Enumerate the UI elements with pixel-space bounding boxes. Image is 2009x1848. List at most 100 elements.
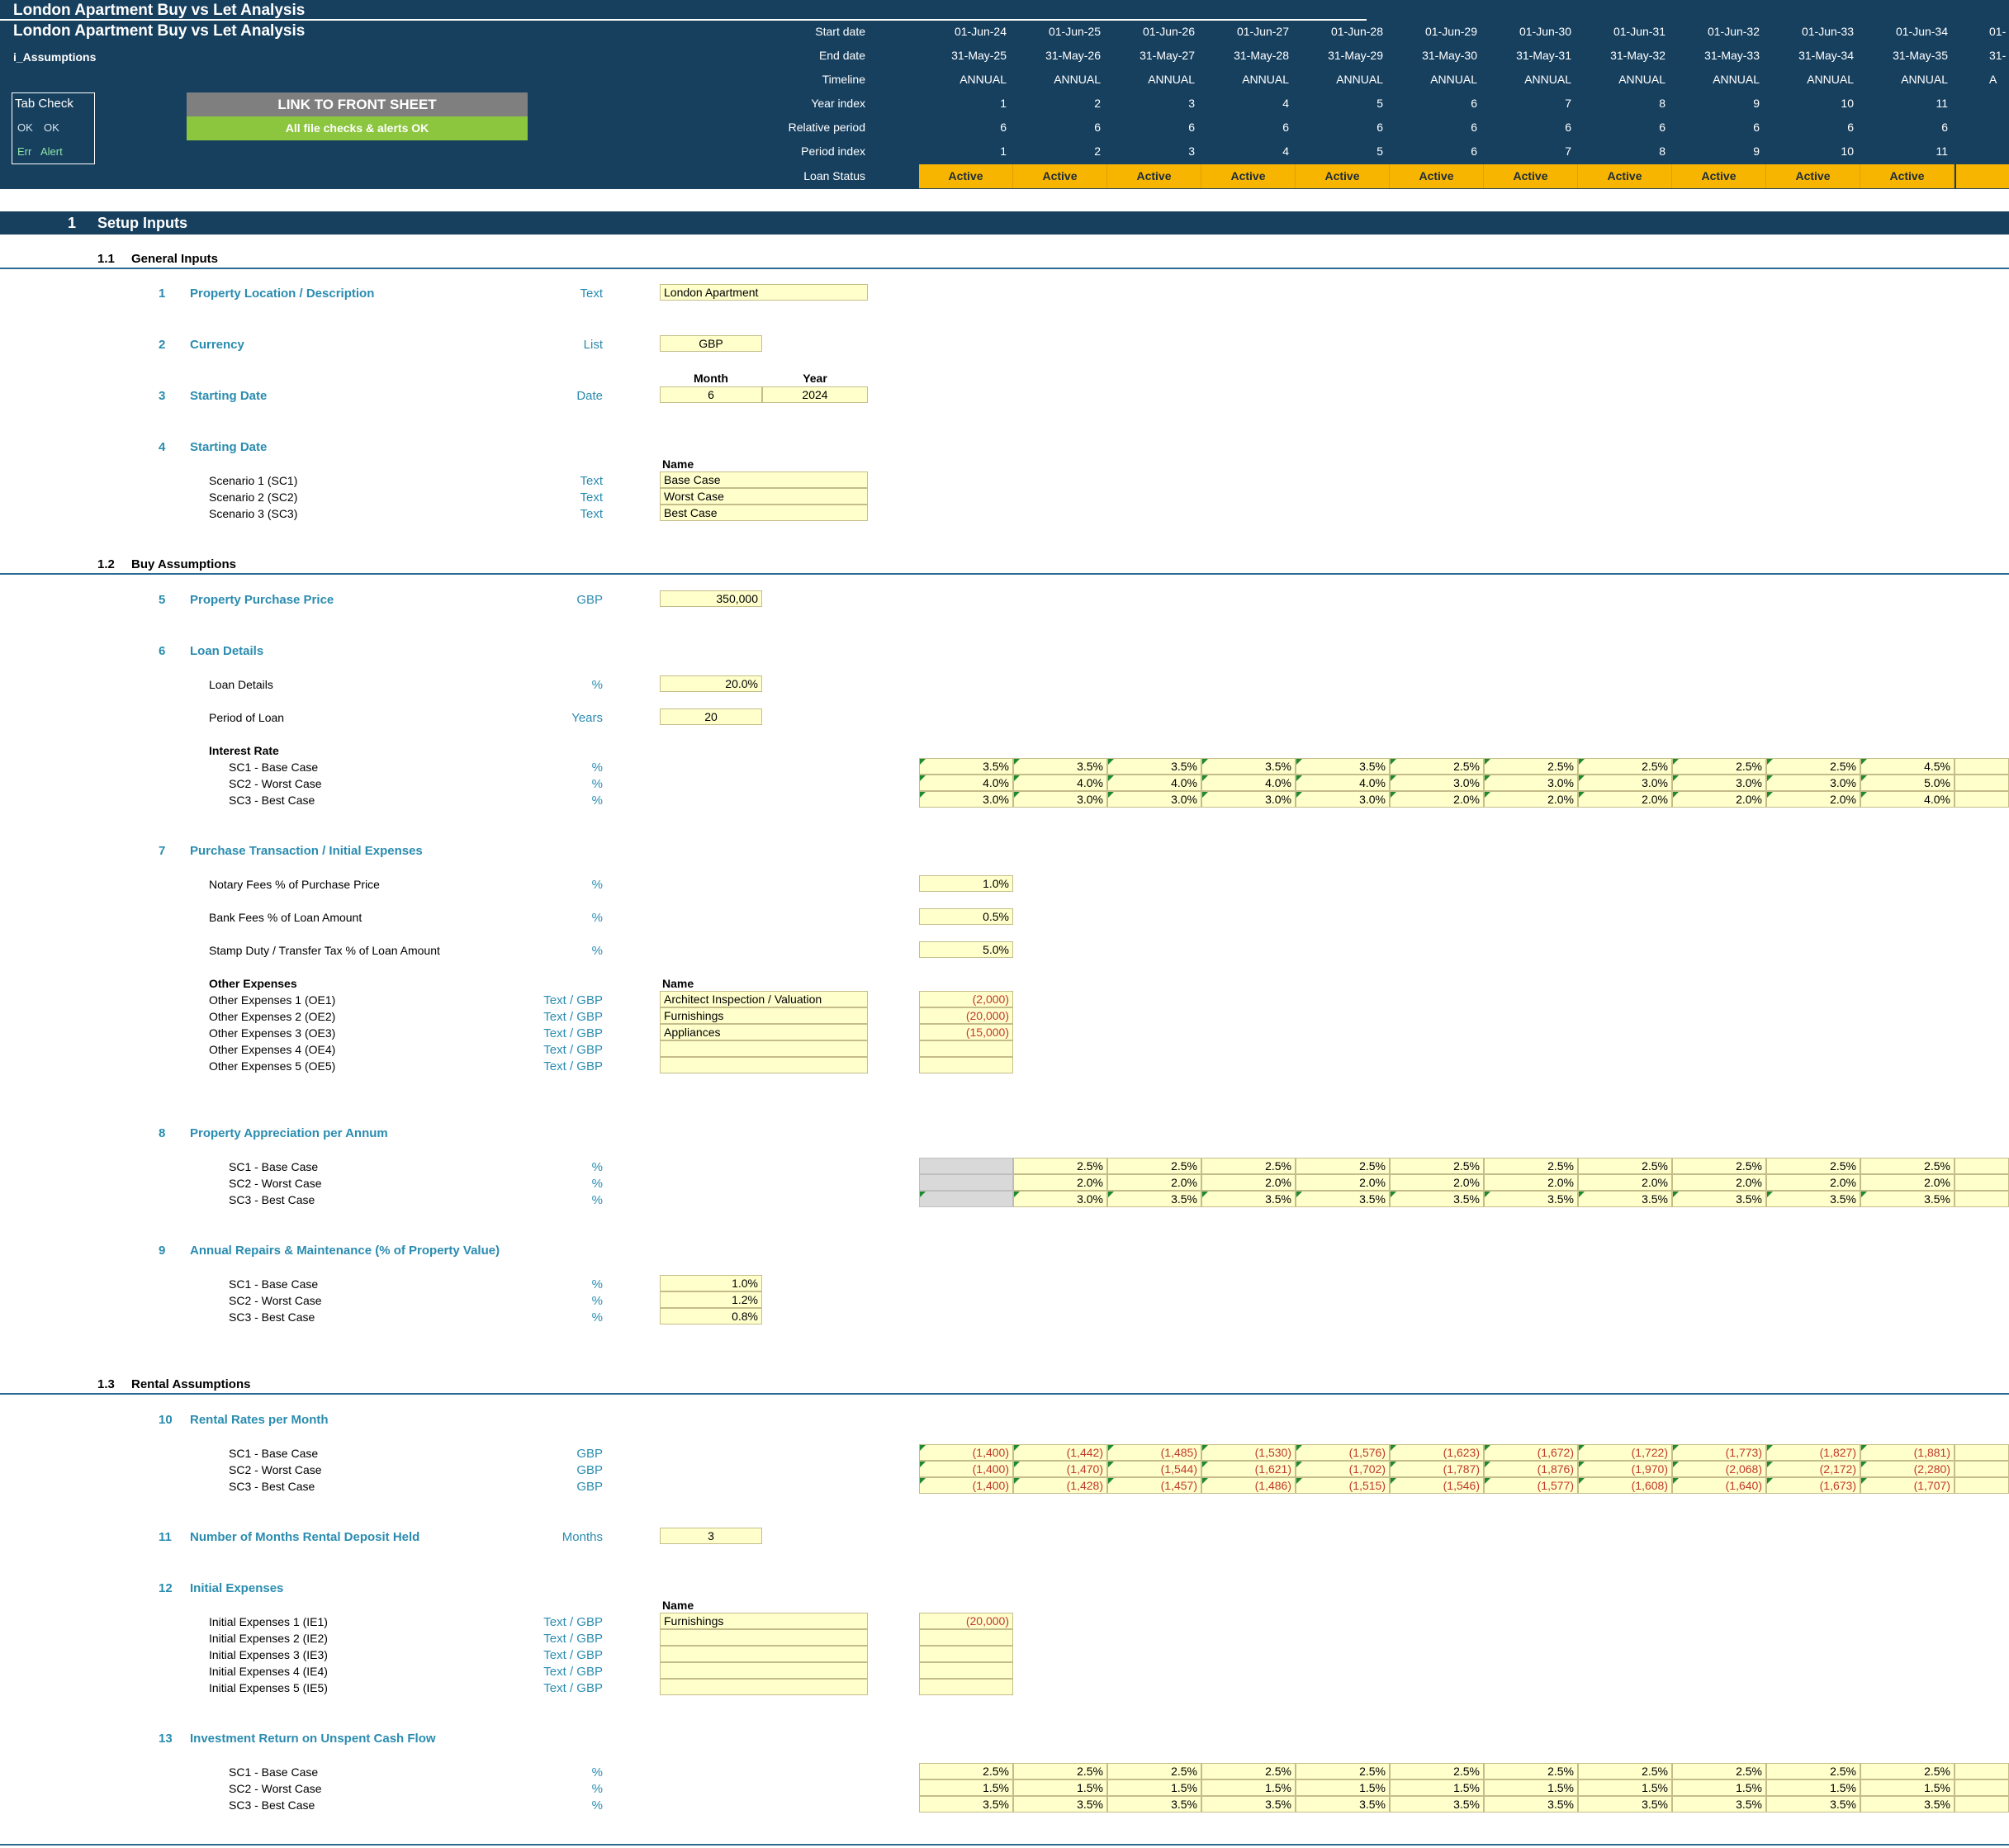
- initial-expense-name-input[interactable]: [660, 1679, 868, 1695]
- interest-rate-cell[interactable]: 3.0%: [919, 791, 1013, 808]
- other-expense-amount-input[interactable]: (15,000): [919, 1024, 1013, 1040]
- interest-rate-cell-overflow[interactable]: [1955, 758, 2009, 775]
- appreciation-cell[interactable]: 2.5%: [1107, 1158, 1201, 1174]
- interest-rate-cell[interactable]: 3.0%: [1766, 775, 1860, 791]
- scenario-name-input[interactable]: Best Case: [660, 505, 868, 521]
- rental-rate-cell-overflow[interactable]: [1955, 1477, 2009, 1494]
- scenario-name-input[interactable]: Worst Case: [660, 488, 868, 505]
- investment-return-cell[interactable]: 1.5%: [919, 1779, 1013, 1796]
- appreciation-cell[interactable]: 3.5%: [1766, 1191, 1860, 1207]
- other-expense-name-input[interactable]: [660, 1057, 868, 1073]
- appreciation-cell[interactable]: 3.5%: [1860, 1191, 1955, 1207]
- deposit-months-input[interactable]: 3: [660, 1528, 762, 1544]
- appreciation-cell[interactable]: 2.5%: [1578, 1158, 1672, 1174]
- interest-rate-cell[interactable]: 2.0%: [1390, 791, 1484, 808]
- interest-rate-cell[interactable]: 3.0%: [1296, 791, 1390, 808]
- appreciation-cell[interactable]: 2.5%: [1860, 1158, 1955, 1174]
- interest-rate-cell[interactable]: 2.0%: [1766, 791, 1860, 808]
- purchase-price-input[interactable]: 350,000: [660, 590, 762, 607]
- interest-rate-cell[interactable]: 2.5%: [1390, 758, 1484, 775]
- other-expense-name-input[interactable]: Appliances: [660, 1024, 868, 1040]
- investment-return-cell[interactable]: 2.5%: [1013, 1763, 1107, 1779]
- investment-return-cell[interactable]: 3.5%: [1578, 1796, 1672, 1812]
- initial-expense-amount-input[interactable]: (20,000): [919, 1613, 1013, 1629]
- rental-rate-cell[interactable]: (1,400): [919, 1444, 1013, 1461]
- interest-rate-cell[interactable]: 2.5%: [1484, 758, 1578, 775]
- interest-rate-cell-overflow[interactable]: [1955, 775, 2009, 791]
- investment-return-cell[interactable]: 3.5%: [1201, 1796, 1296, 1812]
- rental-rate-cell[interactable]: (2,172): [1766, 1461, 1860, 1477]
- interest-rate-cell[interactable]: 2.0%: [1672, 791, 1766, 808]
- property-location-input[interactable]: London Apartment: [660, 284, 868, 301]
- investment-return-cell[interactable]: 3.5%: [1107, 1796, 1201, 1812]
- interest-rate-cell[interactable]: 3.5%: [1107, 758, 1201, 775]
- interest-rate-cell[interactable]: 3.5%: [1296, 758, 1390, 775]
- rental-rate-cell[interactable]: (1,546): [1390, 1477, 1484, 1494]
- appreciation-cell[interactable]: 2.0%: [1766, 1174, 1860, 1191]
- initial-expense-name-input[interactable]: Furnishings: [660, 1613, 868, 1629]
- other-expense-amount-input[interactable]: (2,000): [919, 991, 1013, 1007]
- initial-expense-name-input[interactable]: [660, 1629, 868, 1646]
- investment-return-cell[interactable]: 3.5%: [1296, 1796, 1390, 1812]
- loan-percent-input[interactable]: 20.0%: [660, 675, 762, 692]
- investment-return-cell[interactable]: 1.5%: [1484, 1779, 1578, 1796]
- appreciation-cell[interactable]: 3.0%: [1013, 1191, 1107, 1207]
- appreciation-cell-overflow[interactable]: [1955, 1158, 2009, 1174]
- initial-expense-amount-input[interactable]: [919, 1662, 1013, 1679]
- investment-return-cell[interactable]: 1.5%: [1013, 1779, 1107, 1796]
- investment-return-cell[interactable]: 2.5%: [1390, 1763, 1484, 1779]
- appreciation-cell[interactable]: 2.5%: [1390, 1158, 1484, 1174]
- investment-return-cell[interactable]: 3.5%: [1860, 1796, 1955, 1812]
- investment-return-cell[interactable]: 3.5%: [1766, 1796, 1860, 1812]
- interest-rate-cell[interactable]: 3.0%: [1390, 775, 1484, 791]
- rental-rate-cell[interactable]: (1,640): [1672, 1477, 1766, 1494]
- investment-return-cell[interactable]: 3.5%: [919, 1796, 1013, 1812]
- investment-return-cell[interactable]: 3.5%: [1390, 1796, 1484, 1812]
- appreciation-cell[interactable]: 3.5%: [1484, 1191, 1578, 1207]
- appreciation-cell[interactable]: 2.0%: [1860, 1174, 1955, 1191]
- rental-rate-cell[interactable]: (1,428): [1013, 1477, 1107, 1494]
- appreciation-cell[interactable]: 3.5%: [1201, 1191, 1296, 1207]
- investment-return-cell[interactable]: 3.5%: [1672, 1796, 1766, 1812]
- appreciation-cell-overflow[interactable]: [1955, 1174, 2009, 1191]
- interest-rate-cell[interactable]: 3.0%: [1201, 791, 1296, 808]
- appreciation-cell[interactable]: 3.5%: [1107, 1191, 1201, 1207]
- rental-rate-cell[interactable]: (1,827): [1766, 1444, 1860, 1461]
- investment-return-cell[interactable]: 1.5%: [1296, 1779, 1390, 1796]
- interest-rate-cell-overflow[interactable]: [1955, 791, 2009, 808]
- rental-rate-cell[interactable]: (2,068): [1672, 1461, 1766, 1477]
- interest-rate-cell[interactable]: 3.0%: [1672, 775, 1766, 791]
- interest-rate-cell[interactable]: 2.5%: [1672, 758, 1766, 775]
- appreciation-cell[interactable]: 2.0%: [1107, 1174, 1201, 1191]
- appreciation-cell[interactable]: 2.0%: [1201, 1174, 1296, 1191]
- rental-rate-cell-overflow[interactable]: [1955, 1461, 2009, 1477]
- appreciation-cell[interactable]: 2.5%: [1013, 1158, 1107, 1174]
- appreciation-cell[interactable]: 2.5%: [1484, 1158, 1578, 1174]
- investment-return-cell[interactable]: 2.5%: [1578, 1763, 1672, 1779]
- rental-rate-cell[interactable]: (1,722): [1578, 1444, 1672, 1461]
- initial-expense-name-input[interactable]: [660, 1646, 868, 1662]
- investment-return-cell[interactable]: 2.5%: [1672, 1763, 1766, 1779]
- interest-rate-cell[interactable]: 2.5%: [1578, 758, 1672, 775]
- other-expense-name-input[interactable]: [660, 1040, 868, 1057]
- appreciation-cell[interactable]: 3.5%: [1578, 1191, 1672, 1207]
- rental-rate-cell[interactable]: (1,544): [1107, 1461, 1201, 1477]
- appreciation-cell[interactable]: 3.5%: [1672, 1191, 1766, 1207]
- appreciation-cell[interactable]: 2.0%: [1672, 1174, 1766, 1191]
- rental-rate-cell[interactable]: (1,442): [1013, 1444, 1107, 1461]
- investment-return-cell[interactable]: 3.5%: [1013, 1796, 1107, 1812]
- rental-rate-cell[interactable]: (1,530): [1201, 1444, 1296, 1461]
- rental-rate-cell[interactable]: (1,486): [1201, 1477, 1296, 1494]
- investment-return-cell[interactable]: 2.5%: [919, 1763, 1013, 1779]
- rental-rate-cell[interactable]: (1,702): [1296, 1461, 1390, 1477]
- appreciation-cell[interactable]: 3.5%: [1296, 1191, 1390, 1207]
- appreciation-cell-overflow[interactable]: [1955, 1191, 2009, 1207]
- interest-rate-cell[interactable]: 3.5%: [1013, 758, 1107, 775]
- interest-rate-cell[interactable]: 3.0%: [1484, 775, 1578, 791]
- start-year-input[interactable]: 2024: [762, 386, 868, 403]
- interest-rate-cell[interactable]: 3.5%: [1201, 758, 1296, 775]
- rental-rate-cell[interactable]: (1,470): [1013, 1461, 1107, 1477]
- investment-return-cell-overflow[interactable]: [1955, 1796, 2009, 1812]
- other-expense-amount-input[interactable]: [919, 1040, 1013, 1057]
- interest-rate-cell[interactable]: 3.0%: [1013, 791, 1107, 808]
